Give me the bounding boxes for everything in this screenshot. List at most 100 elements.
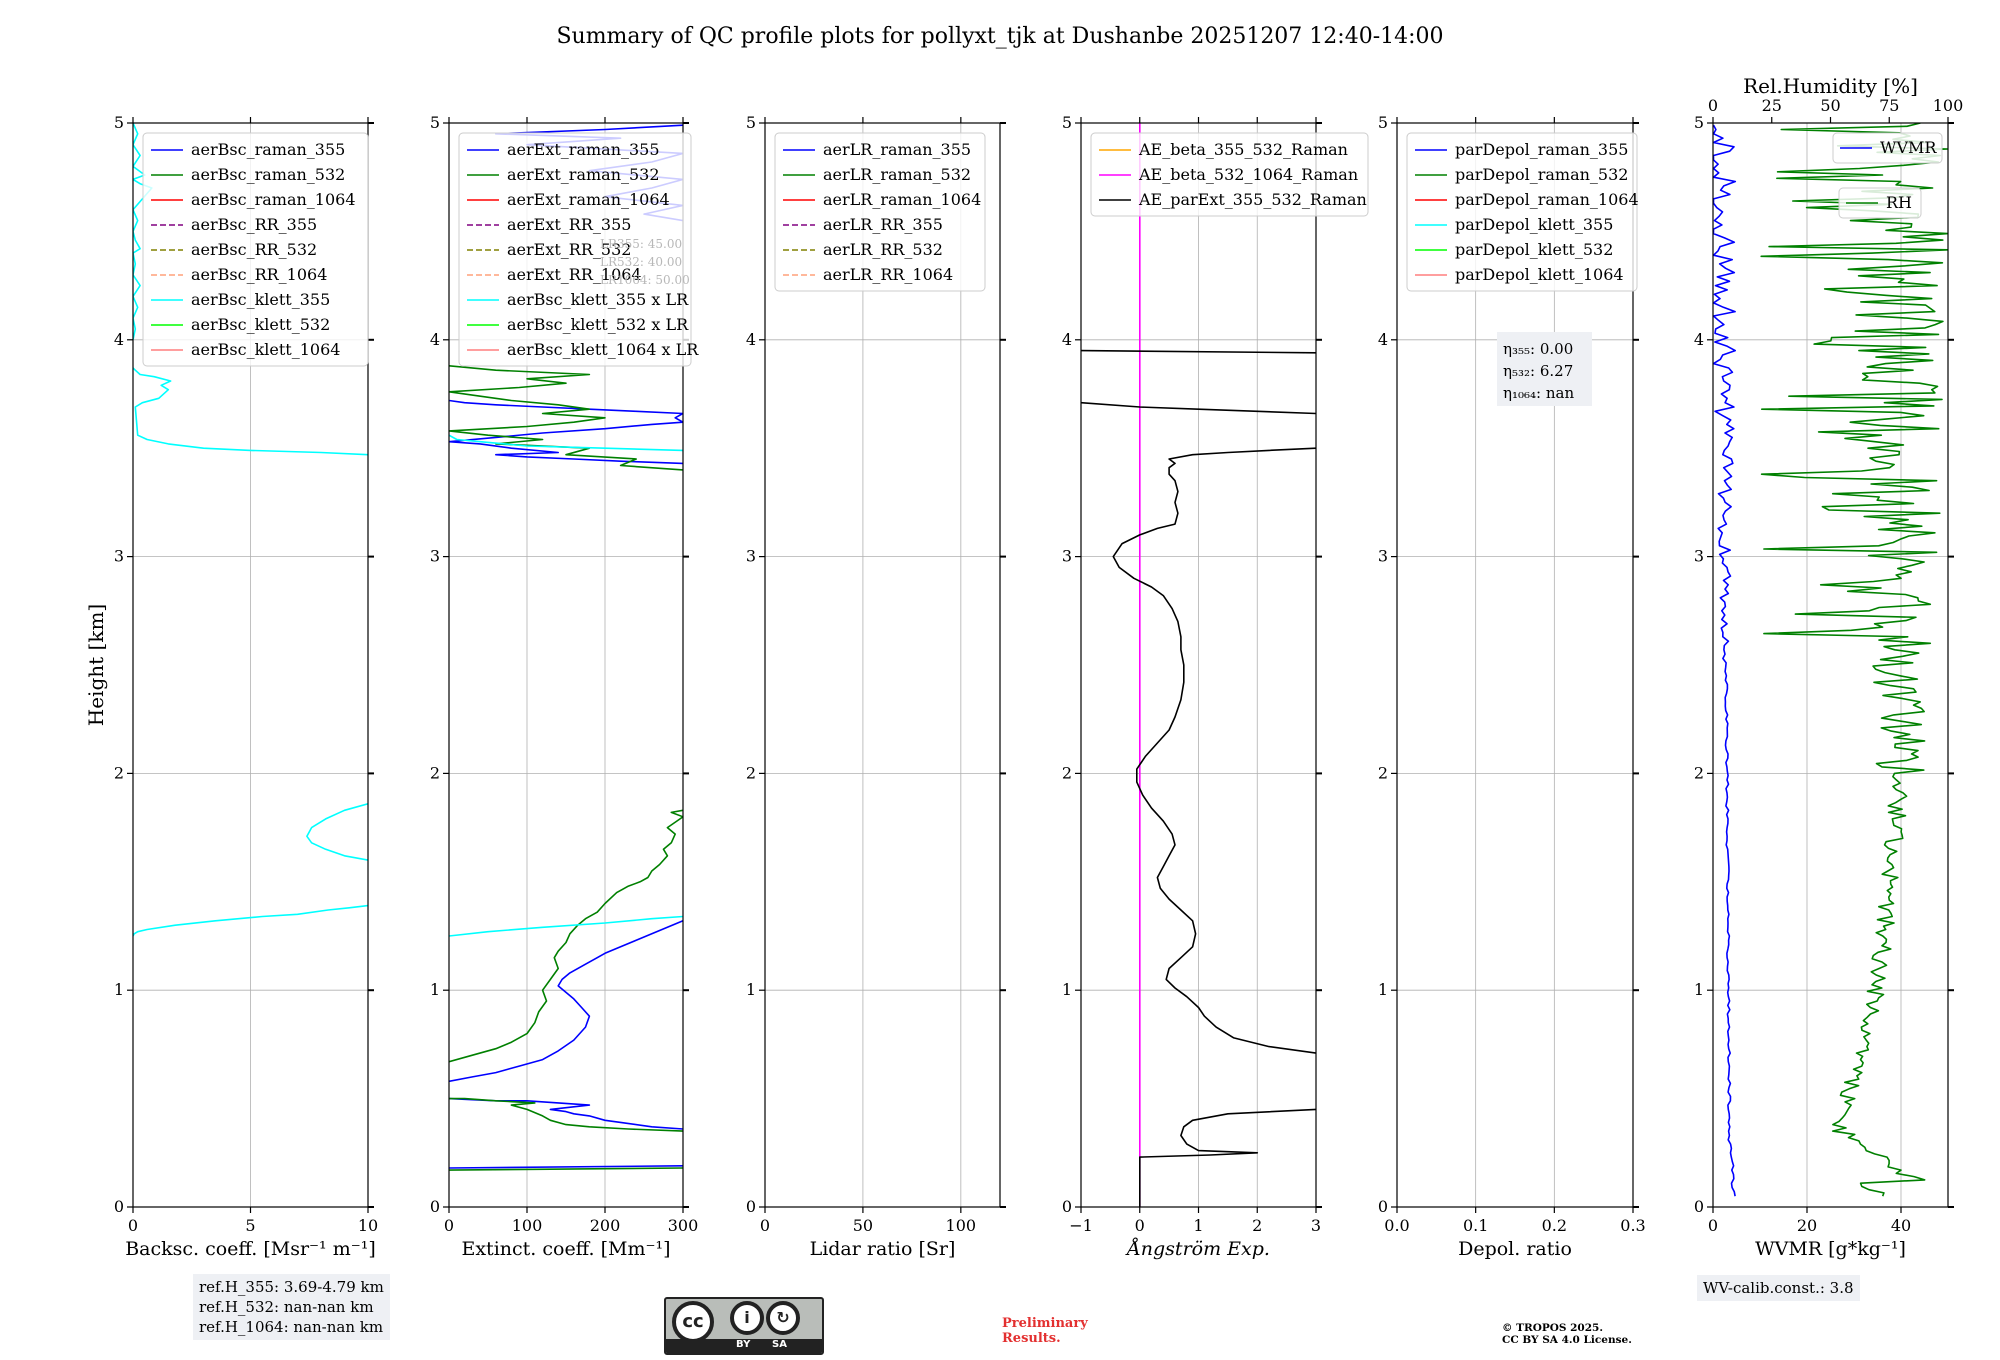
ref-height-1064: ref.H_1064: nan-nan km bbox=[199, 1318, 384, 1336]
legend-label: aerBsc_klett_1064 bbox=[191, 340, 340, 359]
legend-frame bbox=[1406, 132, 1638, 292]
legend-label: aerExt_RR_355 bbox=[507, 215, 631, 234]
series-group bbox=[449, 124, 683, 1171]
y-tick-label: 5 bbox=[114, 113, 124, 132]
y-tick-label: 0 bbox=[1694, 1197, 1704, 1216]
x-tick-label: 40 bbox=[1891, 1216, 1911, 1235]
wv-calibration-box: WV-calib.const.: 3.8 bbox=[1697, 1275, 1860, 1301]
series-aerext-raman-532 bbox=[449, 1167, 683, 1171]
series-group bbox=[133, 123, 368, 937]
preliminary-results-note: Preliminary Results. bbox=[1002, 1316, 1088, 1346]
y-tick-label: 1 bbox=[430, 980, 440, 999]
y-tick-label: 1 bbox=[114, 980, 124, 999]
y-tick-label: 5 bbox=[746, 113, 756, 132]
y-tick-label: 2 bbox=[430, 763, 440, 782]
series-ae-parext-355-532-raman bbox=[1081, 401, 1316, 415]
y-tick-label: 4 bbox=[1694, 330, 1704, 349]
y-tick-label: 2 bbox=[746, 763, 756, 782]
legend-label: aerExt_raman_355 bbox=[507, 140, 660, 159]
legend: aerBsc_raman_355 aerBsc_raman_532 aerBsc_r… bbox=[142, 132, 369, 367]
axes-frame bbox=[764, 122, 1001, 1208]
legend-label: aerLR_raman_355 bbox=[823, 140, 971, 159]
legend-wvmr: WVMR bbox=[1832, 132, 1943, 164]
series-aerext-raman-532 bbox=[449, 365, 683, 471]
y-tick-label: 2 bbox=[1062, 763, 1072, 782]
legend-frame bbox=[1838, 187, 1922, 219]
legend-label: aerBsc_klett_532 x LR bbox=[507, 315, 689, 334]
series-aerext-raman-355 bbox=[449, 1165, 683, 1169]
series-group bbox=[1713, 123, 1948, 1197]
eta-annotation-line: η₁₀₆₄: nan bbox=[1503, 384, 1574, 402]
legend-label: RH bbox=[1886, 193, 1912, 212]
x-tick-label: 2 bbox=[1252, 1216, 1262, 1235]
legend-frame bbox=[1090, 132, 1369, 217]
x-tick-label: 100 bbox=[946, 1216, 977, 1235]
y-tick-label: 3 bbox=[1694, 547, 1704, 566]
y-tick-label: 3 bbox=[1062, 547, 1072, 566]
legend: aerExt_raman_355 aerExt_raman_532 aerExt_r… bbox=[458, 132, 699, 367]
y-tick-label: 1 bbox=[1694, 980, 1704, 999]
share-alike-icon: ↻ bbox=[766, 1301, 800, 1335]
x-tick-label: 0.1 bbox=[1463, 1216, 1488, 1235]
x-axis-label: Lidar ratio [Sr] bbox=[810, 1238, 956, 1260]
y-tick-label: 4 bbox=[746, 330, 756, 349]
x-tick-label: 5 bbox=[245, 1216, 255, 1235]
x-tick-label: 10 bbox=[358, 1216, 378, 1235]
legend-label: aerBsc_raman_532 bbox=[191, 165, 345, 184]
series-aerext-raman-355 bbox=[449, 399, 683, 465]
eta-annotation-box bbox=[1497, 332, 1592, 406]
y-tick-label: 5 bbox=[1378, 113, 1388, 132]
series-aerbsc-klett-355-x-lr bbox=[449, 434, 683, 452]
y-tick-label: 0 bbox=[430, 1197, 440, 1216]
legend-label: aerBsc_raman_355 bbox=[191, 140, 345, 159]
x-axis-label: Backsc. coeff. [Msr⁻¹ m⁻¹] bbox=[125, 1238, 376, 1260]
cc-logo-icon: cc bbox=[672, 1301, 714, 1343]
y-tick-label: 4 bbox=[114, 330, 124, 349]
y-tick-label: 3 bbox=[114, 547, 124, 566]
series-aerext-raman-355 bbox=[449, 920, 683, 1083]
series-aerbsc-klett-355 bbox=[133, 904, 368, 937]
legend-label: aerExt_raman_1064 bbox=[507, 190, 670, 209]
x-tick-label: 0.0 bbox=[1384, 1216, 1409, 1235]
reference-height-box: ref.H_355: 3.69-4.79 km ref.H_532: nan-n… bbox=[193, 1274, 390, 1340]
y-tick-label: 1 bbox=[1378, 980, 1388, 999]
legend-label: parDepol_klett_355 bbox=[1455, 215, 1613, 234]
legend-label: parDepol_klett_532 bbox=[1455, 240, 1613, 259]
series-aerbsc-klett-355 bbox=[133, 123, 153, 340]
y-tick-label: 1 bbox=[746, 980, 756, 999]
legend-label: parDepol_raman_532 bbox=[1455, 165, 1628, 184]
top-x-tick-label: 50 bbox=[1820, 96, 1840, 115]
legend-label: aerBsc_RR_532 bbox=[191, 240, 317, 259]
legend: aerLR_raman_355 aerLR_raman_532 aerLR_rama… bbox=[774, 132, 986, 292]
copyright-note: © TROPOS 2025. CC BY SA 4.0 License. bbox=[1502, 1322, 1632, 1346]
series-aerext-raman-532 bbox=[449, 1097, 683, 1132]
x-axis-label: WVMR [g*kg⁻¹] bbox=[1755, 1238, 1906, 1260]
x-tick-label: 300 bbox=[668, 1216, 699, 1235]
x-tick-label: 0.2 bbox=[1542, 1216, 1567, 1235]
series-ae-parext-355-532-raman bbox=[1139, 1108, 1316, 1207]
eta-annotation-line: η₃₅₅: 0.00 bbox=[1503, 340, 1573, 358]
x-tick-label: −1 bbox=[1069, 1216, 1093, 1235]
panel-depol: 0.0 0.1 0.2 0.3 0 1 2 3 4 5 Depol. ratio parDepol_r… bbox=[1378, 113, 1646, 1260]
x-tick-label: 0 bbox=[1708, 1216, 1718, 1235]
series-group bbox=[1081, 123, 1316, 1207]
lidar-ratio-note: LR1064: 50.00 bbox=[600, 273, 690, 287]
top-x-tick-label: 0 bbox=[1708, 96, 1718, 115]
legend-label: aerLR_raman_532 bbox=[823, 165, 971, 184]
legend-label: aerBsc_klett_1064 x LR bbox=[507, 340, 699, 359]
x-tick-label: 20 bbox=[1797, 1216, 1817, 1235]
x-tick-label: 200 bbox=[590, 1216, 621, 1235]
license-by-label: BY bbox=[736, 1339, 751, 1350]
top-x-tick-label: 25 bbox=[1762, 96, 1782, 115]
by-attribution-icon: i bbox=[730, 1301, 764, 1335]
x-tick-label: 100 bbox=[512, 1216, 543, 1235]
x-axis-label: Extinct. coeff. [Mm⁻¹] bbox=[461, 1238, 670, 1260]
legend-frame bbox=[458, 132, 692, 367]
y-tick-label: 3 bbox=[1378, 547, 1388, 566]
y-tick-label: 4 bbox=[1378, 330, 1388, 349]
top-x-tick-label: 100 bbox=[1933, 96, 1964, 115]
y-tick-label: 2 bbox=[1378, 763, 1388, 782]
series-aerbsc-klett-355-x-lr bbox=[449, 915, 683, 937]
y-tick-label: 5 bbox=[1062, 113, 1072, 132]
